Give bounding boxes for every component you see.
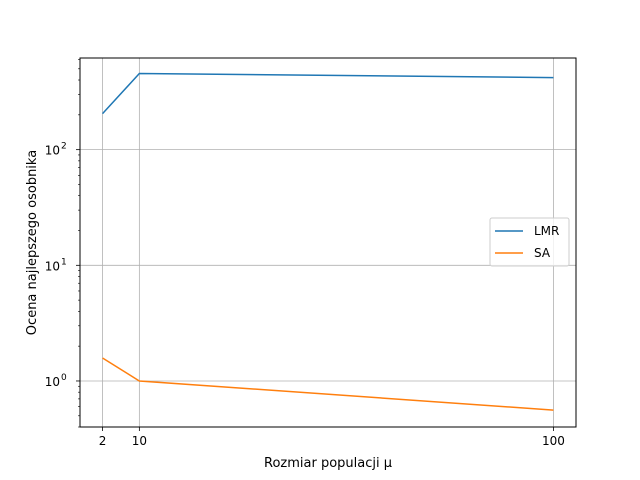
y-tick-exponent: 2: [61, 142, 67, 152]
legend-box: [489, 217, 570, 267]
x-tick-label: 100: [542, 434, 565, 448]
x-axis-label: Rozmiar populacji μ: [264, 456, 392, 471]
x-tick-label: 10: [132, 434, 147, 448]
y-tick-exponent: 0: [61, 373, 67, 383]
legend-label-sa: SA: [534, 246, 551, 260]
series-line-sa: [102, 357, 554, 411]
y-axis-label: Ocena najlepszego osobnika: [25, 150, 40, 335]
legend: LMR SA: [489, 217, 570, 267]
x-tick-label: 2: [99, 434, 107, 448]
series-line-lmr: [101, 72, 554, 115]
legend-label-lmr: LMR: [534, 224, 559, 238]
y-tick-exponent: 1: [61, 257, 67, 267]
series-lines: [101, 72, 554, 411]
y-tick-label: 10: [45, 144, 60, 158]
plot-frame: [79, 57, 577, 428]
y-tick-label: 10: [45, 259, 60, 273]
y-tick-label: 10: [45, 375, 60, 389]
